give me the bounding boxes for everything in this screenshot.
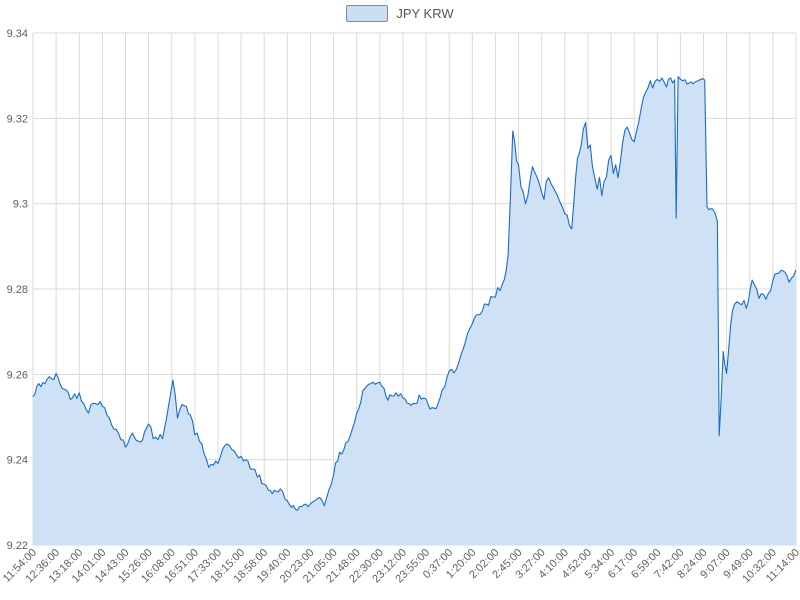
series-area (33, 76, 796, 545)
legend-bar: JPY KRW (0, 5, 800, 22)
y-axis-tick-label: 9.26 (7, 369, 28, 381)
y-axis-tick-label: 9.28 (7, 284, 28, 296)
y-axis-tick-label: 9.3 (13, 199, 28, 211)
y-axis-tick-label: 9.24 (7, 455, 28, 467)
legend[interactable]: JPY KRW (346, 5, 454, 22)
legend-label: JPY KRW (396, 6, 454, 21)
y-axis-tick-label: 9.22 (7, 540, 28, 552)
legend-swatch-icon (346, 5, 389, 22)
y-axis-tick-label: 9.32 (7, 113, 28, 125)
series-line (32, 76, 797, 511)
y-axis-tick-label: 9.34 (7, 28, 28, 40)
